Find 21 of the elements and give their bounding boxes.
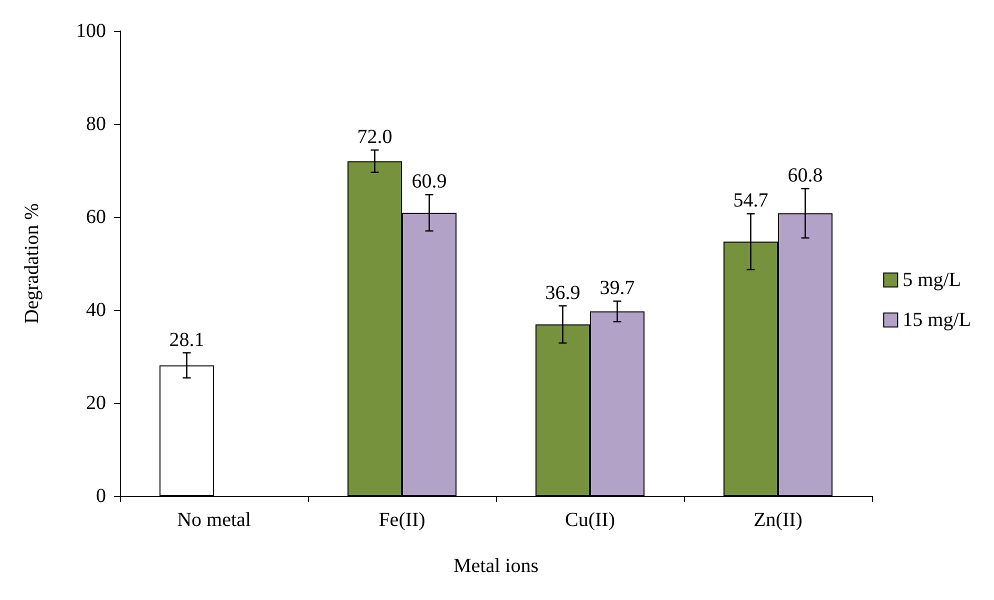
y-tick-label: 60 (86, 206, 106, 228)
y-tick-label: 80 (86, 113, 106, 135)
data-label: 60.9 (412, 170, 447, 193)
data-label: 39.7 (600, 277, 635, 300)
x-tick-label: Fe(II) (378, 509, 426, 531)
data-label: 36.9 (545, 282, 580, 304)
data-label: 60.8 (788, 164, 823, 187)
x-tick-label: Zn(II) (754, 509, 802, 531)
data-label: 28.1 (169, 328, 204, 351)
legend-label: 15 mg/L (902, 309, 972, 331)
y-tick-label: 40 (86, 299, 106, 321)
y-tick-label: 100 (76, 20, 106, 42)
data-label: 54.7 (733, 190, 768, 212)
data-label: 72.0 (357, 126, 392, 148)
x-tick-label: Cu(II) (565, 509, 615, 531)
x-tick-label: No metal (177, 509, 252, 531)
y-tick-label: 20 (86, 392, 106, 414)
legend-label: 5 mg/L (902, 269, 962, 291)
x-axis-title: Metal ions (454, 555, 539, 577)
y-axis-title: Degradation % (21, 203, 43, 324)
y-tick-label: 0 (96, 485, 106, 507)
